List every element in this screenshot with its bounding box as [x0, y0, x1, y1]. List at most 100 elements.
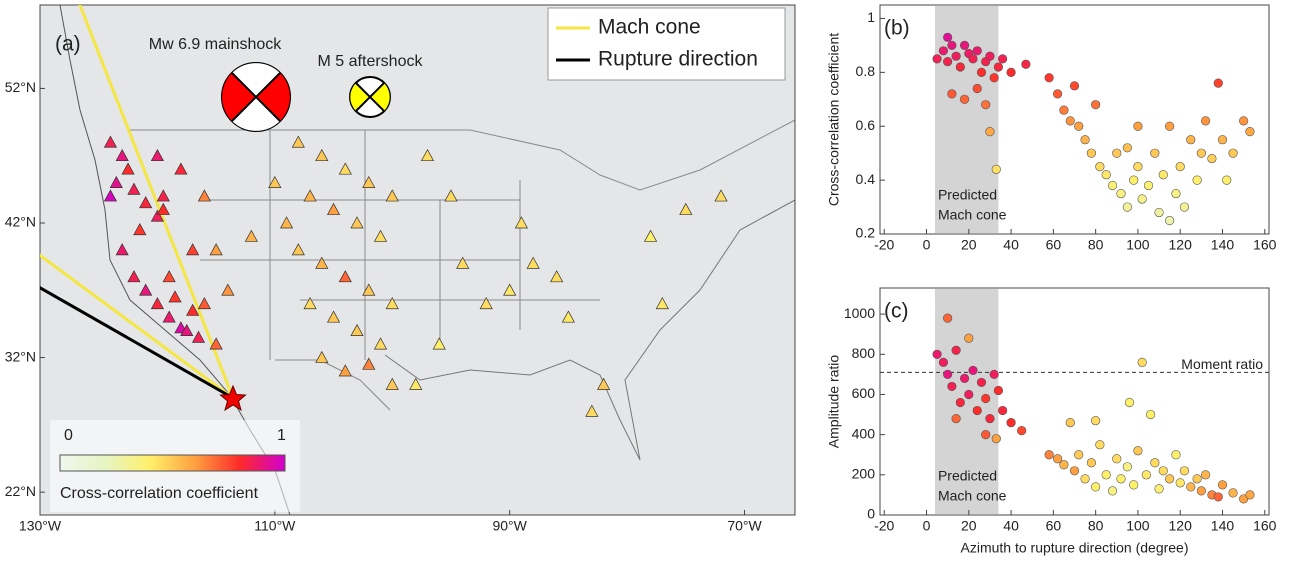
point: [1176, 162, 1185, 171]
point: [1087, 458, 1096, 467]
point: [939, 47, 948, 56]
point: [943, 314, 952, 323]
point: [1102, 170, 1111, 179]
point: [981, 430, 990, 439]
colorbar-tick-label: 1: [277, 427, 286, 444]
colorbar-label: Cross-correlation coefficient: [60, 485, 259, 502]
point: [1172, 189, 1181, 198]
x-tick-label: 80: [1088, 237, 1104, 253]
point: [994, 63, 1003, 72]
point: [1070, 82, 1079, 91]
point: [1165, 475, 1174, 484]
x-tick-label: 40: [1003, 237, 1019, 253]
y-tick-label: 0.8: [856, 63, 876, 79]
point: [1053, 90, 1062, 99]
x-tick-label: 0: [923, 518, 931, 534]
point: [1045, 73, 1054, 82]
point: [977, 68, 986, 77]
point: [1229, 489, 1238, 498]
x-tick-label: 0: [923, 237, 931, 253]
x-tick-label: 160: [1253, 518, 1277, 534]
y-tick-label: 800: [852, 345, 876, 361]
legend-label: Mach cone: [598, 16, 701, 39]
panel-label: (a): [55, 33, 81, 56]
point: [952, 52, 961, 61]
panel-label: (b): [884, 17, 910, 40]
point: [1214, 79, 1223, 88]
x-tick-label: 110°W: [254, 518, 296, 534]
point: [1060, 106, 1069, 115]
y-tick-label: 42°N: [5, 214, 36, 230]
point: [981, 100, 990, 109]
point: [1239, 117, 1248, 126]
point: [1155, 208, 1164, 217]
point: [1045, 450, 1054, 459]
point: [1193, 475, 1202, 484]
point: [1091, 100, 1100, 109]
point: [986, 414, 995, 423]
annotation: M 5 aftershock: [318, 53, 424, 70]
point: [1172, 450, 1181, 459]
x-tick-label: 70°W: [727, 518, 762, 534]
x-tick-label: 140: [1211, 518, 1235, 534]
point: [952, 414, 961, 423]
point: [992, 165, 1001, 174]
point: [1193, 176, 1202, 185]
point: [1123, 143, 1132, 152]
point: [1081, 475, 1090, 484]
point: [948, 382, 957, 391]
annotation: Predicted: [938, 187, 997, 203]
point: [1117, 475, 1126, 484]
point: [1129, 176, 1138, 185]
point: [1096, 440, 1105, 449]
point: [1066, 418, 1075, 427]
y-tick-label: 22°N: [5, 483, 36, 499]
point: [1165, 216, 1174, 225]
y-tick-label: 200: [852, 466, 876, 482]
point: [1138, 358, 1147, 367]
point: [1108, 181, 1117, 190]
x-tick-label: 20: [961, 237, 977, 253]
aftershock-beachball: [350, 77, 390, 117]
point: [1112, 454, 1121, 463]
point: [1208, 154, 1217, 163]
point: [992, 434, 1001, 443]
mainshock-beachball: [222, 63, 290, 131]
point: [1117, 189, 1126, 198]
point: [1146, 410, 1155, 419]
point: [1165, 122, 1174, 131]
reference-label: Moment ratio: [1181, 356, 1263, 372]
y-tick-label: 0.4: [856, 171, 876, 187]
point: [1201, 117, 1210, 126]
y-tick-label: 32°N: [5, 348, 36, 364]
point: [1108, 487, 1117, 496]
point: [973, 84, 982, 93]
annotation: Mach cone: [938, 488, 1007, 504]
point: [973, 47, 982, 56]
point: [1074, 450, 1083, 459]
point: [956, 398, 965, 407]
y-tick-label: 0: [867, 506, 875, 522]
x-tick-label: 100: [1126, 518, 1150, 534]
colorbar-tick-label: 0: [64, 427, 73, 444]
y-tick-label: 1: [867, 9, 875, 25]
point: [1176, 479, 1185, 488]
y-axis-label: Cross-correlation coefficient: [826, 33, 842, 206]
point: [960, 374, 969, 383]
point: [1186, 483, 1195, 492]
point: [1112, 149, 1121, 158]
x-tick-label: -20: [874, 518, 894, 534]
point: [1017, 426, 1026, 435]
point: [1214, 493, 1223, 502]
x-tick-label: 60: [1046, 518, 1062, 534]
point: [939, 358, 948, 367]
point: [952, 346, 961, 355]
point: [943, 33, 952, 42]
x-tick-label: 100: [1126, 237, 1150, 253]
point: [1123, 203, 1132, 212]
point: [1246, 491, 1255, 500]
point: [1091, 483, 1100, 492]
point: [1222, 176, 1231, 185]
point: [964, 390, 973, 399]
point: [1096, 162, 1105, 171]
